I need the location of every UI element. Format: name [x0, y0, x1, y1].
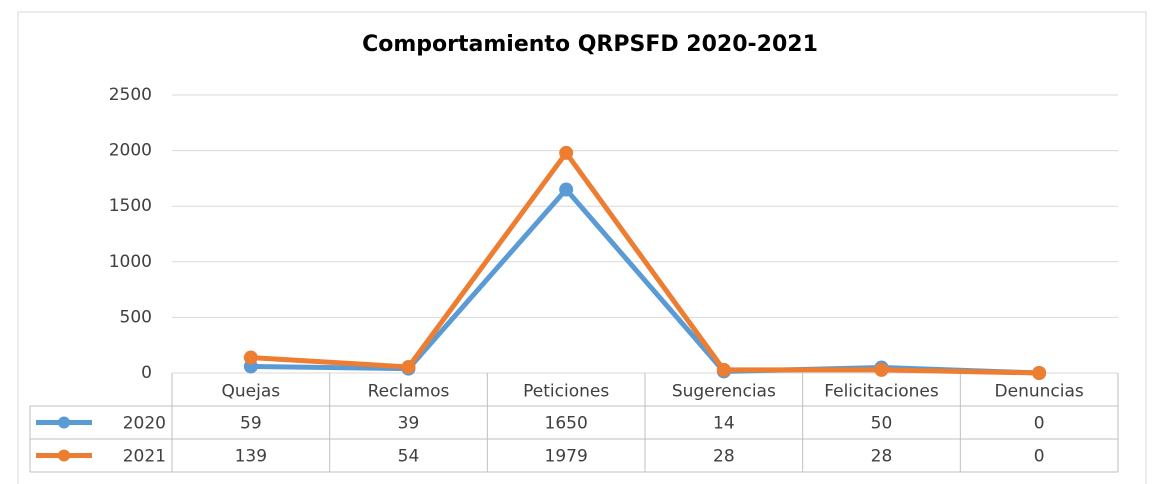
series-line — [250, 150, 1040, 376]
table-value: 14 — [713, 414, 735, 434]
x-tick-label: Denuncias — [995, 382, 1084, 402]
table-value: 28 — [871, 447, 893, 467]
y-tick-label: 1000 — [109, 252, 152, 272]
table-value: 0 — [1034, 414, 1045, 434]
table-value: 1650 — [545, 414, 588, 434]
point — [716, 362, 731, 377]
legend-marker — [58, 449, 70, 462]
table-value: 1979 — [545, 447, 588, 467]
y-tick-label: 2500 — [109, 85, 152, 105]
x-tick-label: Quejas — [222, 382, 281, 402]
legend-marker — [58, 416, 70, 429]
x-tick-label: Felicitaciones — [824, 382, 939, 402]
y-tick-label: 2000 — [109, 141, 152, 161]
chart-title: Comportamiento QRPSFD 2020-2021 — [362, 32, 818, 57]
table-value: 50 — [871, 414, 893, 434]
legend-label: 2020 — [123, 414, 166, 434]
table-value: 54 — [398, 447, 420, 467]
point — [1032, 366, 1047, 380]
point — [559, 145, 574, 160]
table-value: 39 — [398, 414, 420, 434]
legend-label: 2021 — [123, 447, 166, 467]
table-value: 59 — [240, 414, 262, 434]
point — [243, 350, 258, 365]
table-value: 0 — [1034, 447, 1045, 467]
table-value: 28 — [713, 447, 735, 467]
y-tick-label: 1500 — [109, 196, 152, 216]
table-value: 139 — [235, 447, 267, 467]
point — [559, 182, 574, 197]
point — [874, 362, 889, 377]
x-tick-label: Sugerencias — [672, 382, 776, 402]
point — [401, 359, 416, 374]
x-tick-label: Reclamos — [368, 382, 450, 402]
x-tick-label: Peticiones — [523, 382, 609, 402]
y-tick-label: 500 — [120, 307, 152, 327]
chart-frame — [17, 11, 1147, 484]
y-tick-label: 0 — [141, 363, 152, 383]
